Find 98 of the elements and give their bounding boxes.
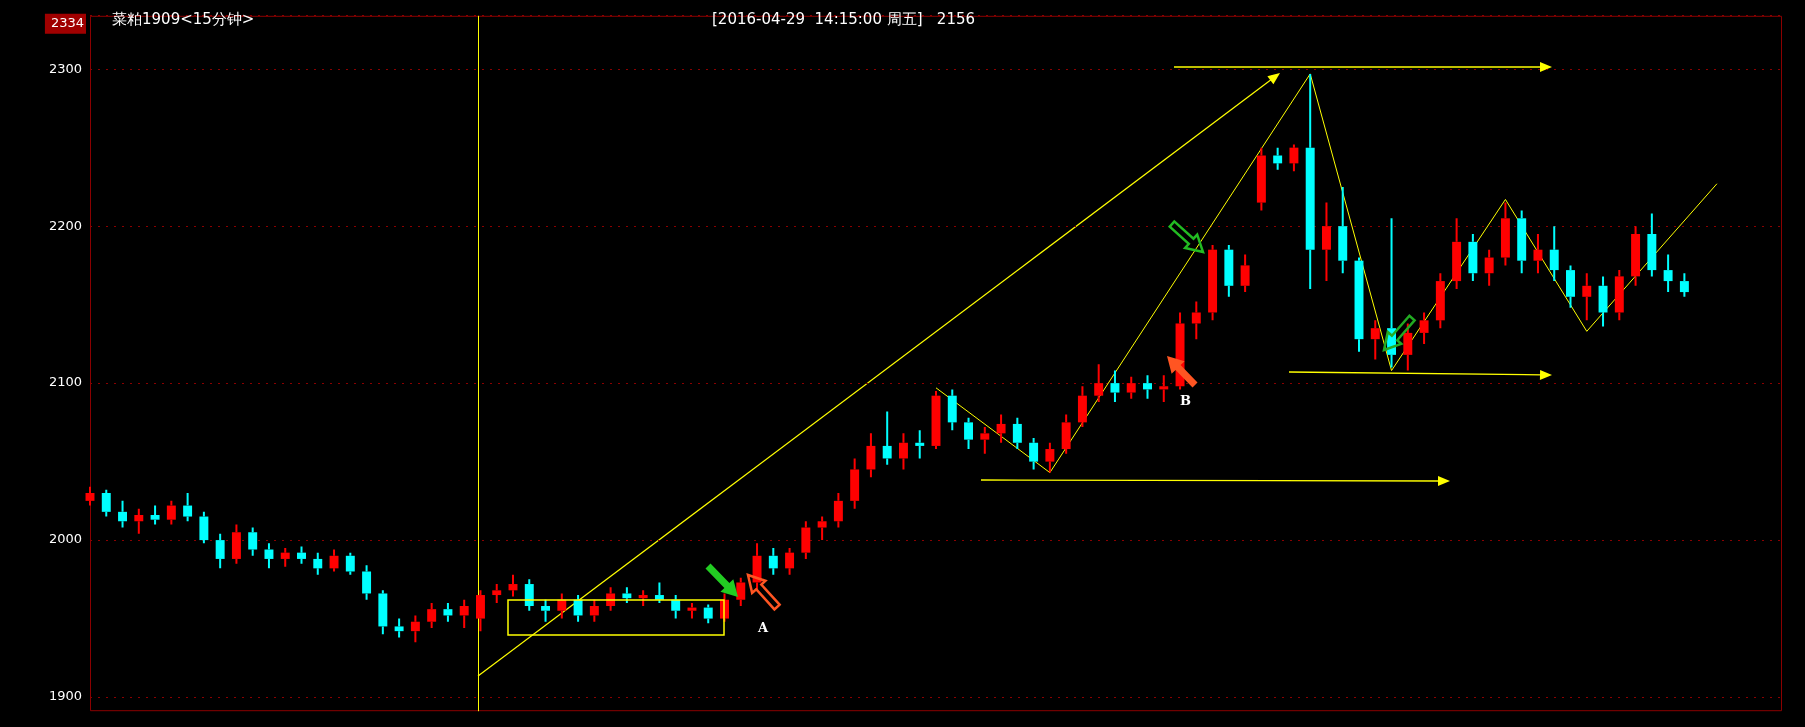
candlestick xyxy=(459,598,469,629)
candlestick xyxy=(687,601,697,620)
candlestick xyxy=(1289,143,1299,173)
candlestick xyxy=(427,601,437,629)
candlestick xyxy=(101,488,111,518)
candlestick xyxy=(248,526,258,557)
candlestick xyxy=(785,546,795,576)
candlestick xyxy=(1549,225,1559,283)
candlestick xyxy=(492,583,502,604)
candlestick xyxy=(1191,300,1201,341)
candlestick xyxy=(736,576,746,608)
candlestick xyxy=(1012,416,1022,451)
y-tick-label: 2000 xyxy=(48,531,82,547)
candlestick xyxy=(1224,243,1234,298)
candlestick xyxy=(817,515,827,542)
candlestick xyxy=(996,413,1006,444)
candlestick xyxy=(1110,369,1120,403)
y-tick-label: 2300 xyxy=(48,60,82,76)
candlestick xyxy=(1533,233,1543,275)
candlestick xyxy=(1631,225,1641,287)
candlestick xyxy=(1240,253,1250,294)
candlestick xyxy=(1094,363,1104,403)
candlestick xyxy=(1321,201,1331,283)
candlestick xyxy=(1435,272,1445,330)
candlestick xyxy=(1305,72,1315,290)
candlestick xyxy=(1159,374,1169,403)
candlestick xyxy=(118,499,128,529)
y-tick-label: 1900 xyxy=(48,688,82,704)
candlestick xyxy=(915,429,925,460)
candlestick xyxy=(1500,201,1510,267)
candlestick xyxy=(475,589,485,633)
candlestick xyxy=(1582,272,1592,322)
candlestick xyxy=(1338,185,1348,275)
candlestick xyxy=(394,617,404,639)
candlestick xyxy=(1566,264,1575,309)
candlestick xyxy=(1679,272,1689,298)
candlestick xyxy=(1077,385,1087,429)
candlestick xyxy=(541,598,551,623)
candlestick xyxy=(85,485,95,507)
candlestick xyxy=(410,614,420,644)
candlestick xyxy=(671,594,681,620)
candlestick xyxy=(1647,212,1657,278)
candlestick xyxy=(850,457,860,510)
candlestick xyxy=(345,551,355,576)
candlestick xyxy=(1403,322,1413,372)
candlestick xyxy=(1419,311,1429,345)
candlestick xyxy=(199,510,209,545)
candlestick xyxy=(166,499,176,526)
candlestick xyxy=(313,551,323,576)
candlestick xyxy=(898,432,908,471)
y-tick-label: 2100 xyxy=(48,374,82,390)
candlestick xyxy=(947,388,957,432)
y-tick-label: 2200 xyxy=(48,217,82,233)
candlestick xyxy=(378,589,388,636)
annotation: B xyxy=(1180,393,1191,408)
candlestick xyxy=(833,492,843,529)
candlestick xyxy=(703,603,713,625)
candlestick xyxy=(1061,413,1071,455)
candlestick xyxy=(524,578,534,612)
candlestick xyxy=(1663,253,1673,294)
candlestick xyxy=(1126,375,1136,400)
candlestick xyxy=(801,520,811,560)
candlestick xyxy=(573,594,583,623)
candlestick xyxy=(134,507,144,535)
candlestick xyxy=(1029,437,1039,471)
candlestick xyxy=(264,542,274,570)
candlestick xyxy=(362,564,372,601)
candlestick xyxy=(183,492,193,523)
chart-subtitle: [2016-04-29 14:15:00 周五] 2156 xyxy=(712,10,976,29)
candlestick xyxy=(1273,146,1283,171)
candlestick xyxy=(1614,269,1624,322)
candlestick xyxy=(557,592,567,620)
candlestick xyxy=(1598,275,1608,328)
candlestick xyxy=(443,601,453,623)
candlestick xyxy=(1045,441,1055,474)
candlestick xyxy=(589,598,599,623)
candlestick xyxy=(329,548,339,573)
candlestick xyxy=(150,504,160,526)
candlestick xyxy=(964,416,974,451)
candlestick xyxy=(882,410,892,466)
candlestick xyxy=(297,545,306,565)
candlestick xyxy=(1484,248,1494,287)
y-tick-label: 2334 xyxy=(50,14,84,30)
candlestick xyxy=(1370,319,1380,361)
candlestick xyxy=(1208,243,1218,322)
candlestick xyxy=(866,432,876,479)
annotation: A xyxy=(758,620,769,635)
candlestick xyxy=(1468,233,1478,283)
candlestick xyxy=(768,546,778,576)
chart-title: 菜粕1909<15分钟> xyxy=(112,10,255,29)
candlestick xyxy=(280,546,290,568)
candlestick xyxy=(980,426,990,455)
candlestick xyxy=(1143,374,1152,400)
candlestick xyxy=(1256,146,1266,212)
candlestick xyxy=(215,532,225,570)
candlestick xyxy=(1517,209,1527,275)
candlestick xyxy=(231,523,241,565)
candlestick xyxy=(1452,217,1462,290)
